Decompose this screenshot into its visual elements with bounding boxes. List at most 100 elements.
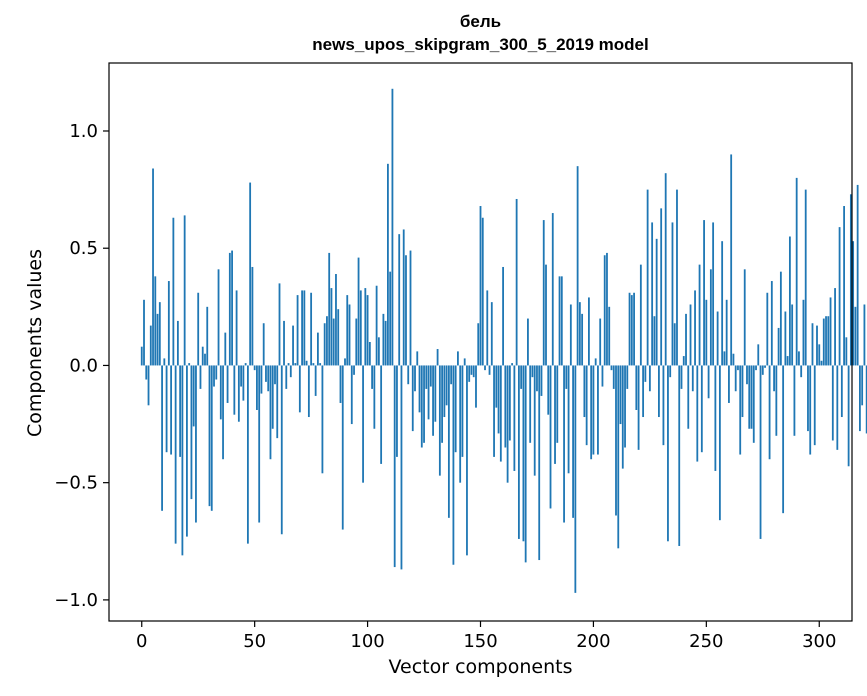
- bar: [321, 365, 324, 474]
- bar: [655, 238, 658, 366]
- bar: [653, 316, 656, 366]
- bar: [669, 365, 672, 378]
- bar: [258, 365, 261, 523]
- bar: [624, 365, 626, 448]
- bar: [788, 236, 791, 366]
- x-axis-ticks: 0 50 100 150 200 250 300: [136, 621, 836, 652]
- bar: [804, 189, 807, 366]
- bar: [730, 154, 733, 366]
- bar: [811, 323, 814, 366]
- bar: [689, 304, 692, 366]
- bar: [759, 365, 762, 539]
- bar: [743, 269, 746, 366]
- x-tick-label: 250: [689, 631, 723, 652]
- bar: [287, 363, 290, 366]
- bar: [226, 365, 229, 403]
- bar: [335, 274, 337, 366]
- bar: [682, 356, 685, 366]
- bar: [694, 290, 696, 366]
- bar: [764, 365, 766, 368]
- bar: [371, 365, 374, 389]
- x-tick-label: 0: [136, 631, 147, 652]
- bar: [344, 358, 346, 366]
- bar: [700, 365, 703, 453]
- bar: [323, 323, 326, 366]
- bar: [831, 365, 834, 441]
- bar: [457, 351, 459, 366]
- bar: [723, 351, 726, 366]
- bar: [603, 255, 606, 366]
- bar: [714, 365, 717, 471]
- bar: [143, 299, 145, 366]
- bar: [393, 365, 396, 568]
- bar: [746, 365, 748, 385]
- bar: [292, 325, 294, 366]
- bar: [703, 220, 705, 366]
- bar: [847, 365, 850, 467]
- bar: [265, 365, 267, 382]
- bar: [696, 365, 699, 462]
- bar: [685, 313, 687, 366]
- bar: [612, 365, 615, 389]
- bar: [244, 363, 247, 366]
- bar: [296, 295, 299, 366]
- bar: [161, 365, 163, 511]
- bar: [240, 365, 243, 387]
- bar: [761, 365, 764, 375]
- bar: [307, 365, 310, 418]
- bar: [802, 299, 805, 366]
- bar: [533, 365, 536, 476]
- bar: [739, 365, 742, 455]
- bar: [167, 281, 170, 366]
- bar: [499, 365, 502, 462]
- bar: [630, 295, 633, 366]
- bar: [432, 365, 434, 436]
- bar: [466, 365, 468, 556]
- bar: [197, 292, 200, 366]
- bar: [795, 177, 798, 366]
- bar: [775, 365, 778, 436]
- bar: [256, 365, 258, 410]
- bar: [152, 168, 154, 366]
- bar: [375, 285, 378, 366]
- bar: [755, 365, 757, 371]
- bar: [529, 365, 532, 443]
- bar: [856, 184, 859, 366]
- bar: [608, 306, 611, 366]
- bar: [504, 365, 507, 448]
- bar: [459, 365, 462, 483]
- bar: [179, 365, 182, 457]
- bar: [658, 365, 660, 418]
- bar: [231, 250, 233, 366]
- bar: [773, 365, 775, 392]
- bar: [536, 365, 538, 392]
- bar: [560, 276, 563, 366]
- bar: [538, 365, 541, 561]
- bar: [558, 276, 561, 366]
- bar: [680, 365, 683, 389]
- bar: [716, 311, 719, 366]
- bar: [181, 365, 184, 556]
- bar: [186, 365, 188, 537]
- bar: [671, 222, 674, 366]
- bar: [416, 351, 419, 366]
- bar: [813, 365, 816, 446]
- y-axis-label: Components values: [24, 248, 46, 438]
- bar: [818, 344, 821, 366]
- bar: [454, 365, 457, 453]
- y-tick-label: −1.0: [54, 590, 98, 611]
- bar: [337, 309, 340, 366]
- bar: [497, 365, 500, 434]
- bar: [463, 358, 466, 366]
- bar: [520, 365, 523, 389]
- bar: [809, 365, 812, 455]
- bar: [673, 323, 676, 366]
- bar: [712, 222, 715, 366]
- bar: [158, 302, 161, 366]
- bar: [737, 365, 739, 371]
- bar: [567, 365, 570, 474]
- bar: [687, 365, 690, 429]
- bar: [610, 365, 613, 371]
- bar: [849, 194, 852, 366]
